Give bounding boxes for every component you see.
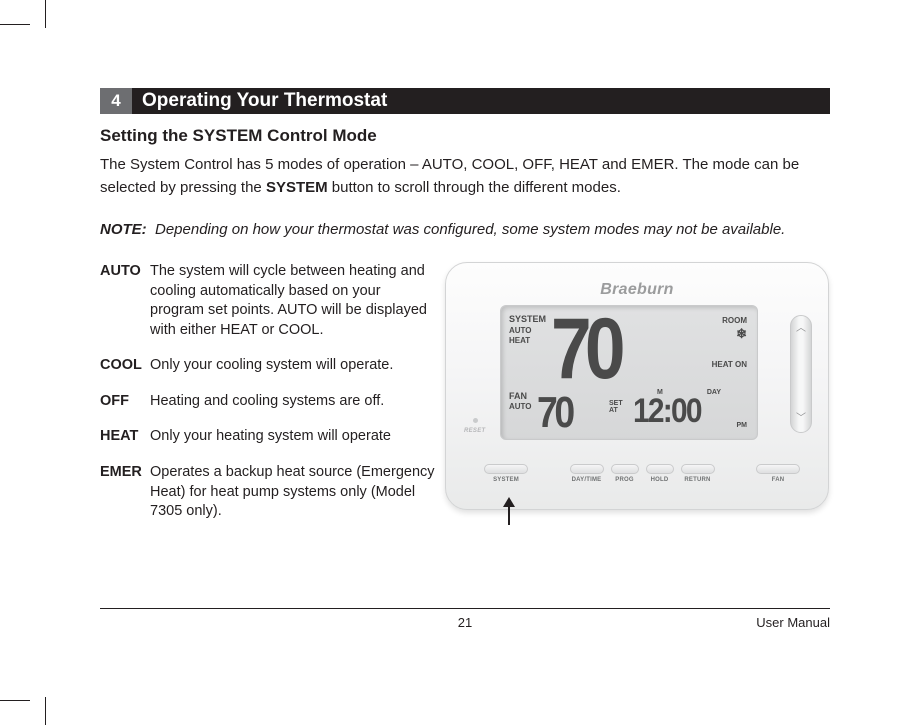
crop-mark: [0, 24, 30, 25]
mode-label: OFF: [100, 392, 150, 412]
section-subhead: Setting the SYSTEM Control Mode: [100, 126, 830, 146]
hold-button-label: HOLD: [651, 477, 669, 483]
lcd-room-label: ROOM: [722, 316, 747, 325]
section-number: 4: [100, 88, 132, 114]
lcd-auto-label: AUTO: [509, 326, 546, 336]
mode-desc: Heating and cooling systems are off.: [150, 392, 384, 412]
lcd-clock: 12:00: [633, 392, 701, 431]
chevron-up-icon: ︿: [796, 324, 806, 334]
lcd-screen: SYSTEM AUTO HEAT FAN AUTO ROOM ❄ HEAT ON…: [500, 305, 758, 440]
crop-mark: [0, 700, 30, 701]
lcd-set-temp: 70: [537, 388, 572, 438]
daytime-button[interactable]: [570, 464, 604, 474]
lcd-fan-label: FAN: [509, 391, 532, 402]
crop-mark: [45, 0, 46, 28]
note-row: NOTE: Depending on how your thermostat w…: [100, 219, 830, 240]
lcd-set: SET: [609, 400, 623, 407]
page-footer: 21 User Manual: [100, 608, 830, 630]
lcd-m-label: M: [657, 389, 663, 396]
crop-mark: [45, 697, 46, 725]
mode-desc: Only your heating system will operate: [150, 427, 391, 447]
mode-desc: The system will cycle between heating an…: [150, 262, 435, 340]
lcd-room-block: ROOM ❄: [722, 316, 747, 340]
mode-item-heat: HEAT Only your heating system will opera…: [100, 427, 435, 447]
reset-label: RESET: [464, 428, 486, 434]
lcd-day-label: DAY: [707, 389, 721, 396]
thermostat-device: Braeburn RESET SYSTEM AUTO HEAT FAN AUTO…: [445, 262, 829, 510]
system-button-label: SYSTEM: [493, 477, 519, 483]
prog-button[interactable]: [611, 464, 639, 474]
return-button-label: RETURN: [684, 477, 710, 483]
page-number: 21: [458, 615, 472, 630]
mode-label: EMER: [100, 463, 150, 522]
hold-button[interactable]: [646, 464, 674, 474]
mode-item-off: OFF Heating and cooling systems are off.: [100, 392, 435, 412]
prog-button-label: PROG: [615, 477, 633, 483]
return-button-wrap: RETURN: [681, 464, 715, 483]
mode-item-cool: COOL Only your cooling system will opera…: [100, 356, 435, 376]
system-button-wrap: SYSTEM: [484, 464, 528, 483]
content-columns: AUTO The system will cycle between heati…: [100, 262, 830, 538]
fan-button-wrap: FAN: [756, 464, 800, 483]
mode-desc: Operates a backup heat source (Emergency…: [150, 463, 435, 522]
fan-button[interactable]: [756, 464, 800, 474]
lcd-at: AT: [609, 407, 623, 414]
note-label: NOTE:: [100, 219, 155, 240]
lcd-fan-block: FAN AUTO: [509, 391, 532, 411]
daytime-button-wrap: DAY/TIME: [570, 464, 604, 483]
button-row: SYSTEM DAY/TIME PROG HOLD: [484, 464, 800, 483]
section-header: 4 Operating Your Thermostat: [100, 88, 830, 114]
lcd-heat-label: HEAT: [509, 336, 546, 346]
lcd-setat-label: SET AT: [609, 400, 623, 414]
mode-desc: Only your cooling system will operate.: [150, 356, 393, 376]
lcd-fan-mode: AUTO: [509, 402, 532, 412]
page-content: 4 Operating Your Thermostat Setting the …: [100, 88, 830, 538]
snowflake-icon: ❄: [722, 327, 747, 340]
mode-list: AUTO The system will cycle between heati…: [100, 262, 435, 538]
daytime-button-label: DAY/TIME: [572, 477, 602, 483]
mode-label: HEAT: [100, 427, 150, 447]
lcd-room-temp: 70: [551, 305, 619, 399]
lcd-pm-label: PM: [737, 422, 748, 429]
temp-rocker[interactable]: ︿ ﹀: [790, 315, 812, 433]
hold-button-wrap: HOLD: [646, 464, 674, 483]
mode-item-auto: AUTO The system will cycle between heati…: [100, 262, 435, 340]
thermostat-illustration: Braeburn RESET SYSTEM AUTO HEAT FAN AUTO…: [445, 262, 830, 538]
intro-system-bold: SYSTEM: [266, 179, 328, 196]
section-title: Operating Your Thermostat: [132, 90, 387, 112]
brand-logo: Braeburn: [446, 281, 828, 299]
mode-label: COOL: [100, 356, 150, 376]
intro-paragraph: The System Control has 5 modes of operat…: [100, 154, 830, 199]
system-button[interactable]: [484, 464, 528, 474]
reset-hole: [473, 418, 478, 423]
manual-label: User Manual: [756, 615, 830, 630]
lcd-system-block: SYSTEM AUTO HEAT: [509, 314, 546, 346]
return-button[interactable]: [681, 464, 715, 474]
chevron-down-icon: ﹀: [796, 414, 806, 424]
mode-item-emer: EMER Operates a backup heat source (Emer…: [100, 463, 435, 522]
lcd-heaton-label: HEAT ON: [712, 360, 747, 369]
lcd-system-label: SYSTEM: [509, 314, 546, 326]
mode-label: AUTO: [100, 262, 150, 340]
prog-button-wrap: PROG: [611, 464, 639, 483]
fan-button-label: FAN: [772, 477, 785, 483]
intro-text-b: button to scroll through the different m…: [328, 179, 621, 196]
note-text: Depending on how your thermostat was con…: [155, 219, 785, 240]
